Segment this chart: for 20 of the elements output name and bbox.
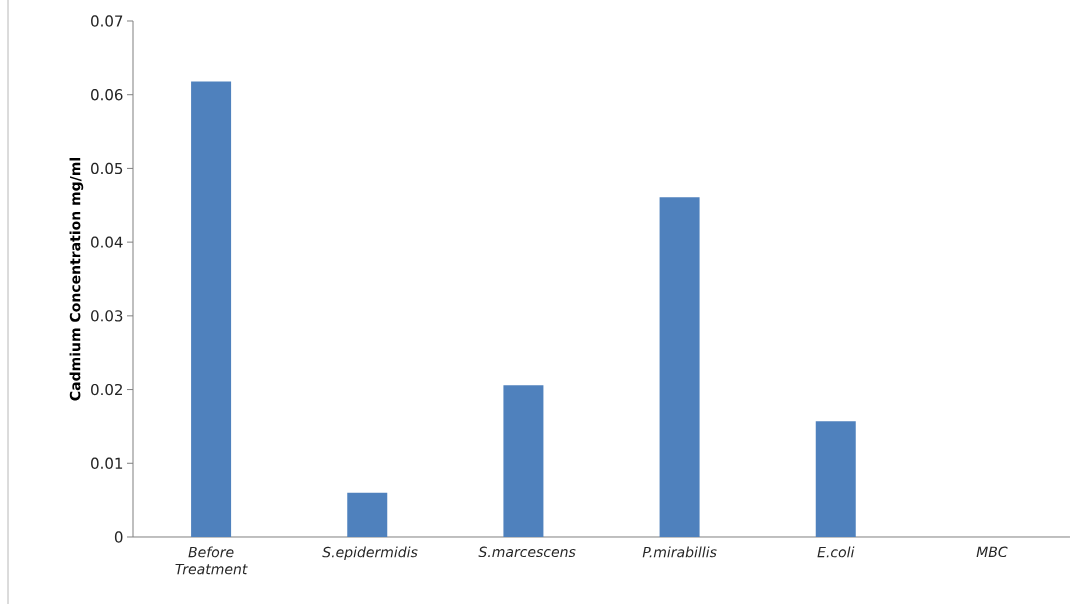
x-tick-label: P.mirabillis	[642, 546, 717, 558]
y-tick-label: 0.06	[91, 89, 123, 101]
bar	[503, 385, 544, 537]
y-tick-label: 0.05	[91, 162, 123, 175]
x-tick-label: MBC	[976, 546, 1008, 558]
bar	[659, 197, 700, 537]
x-tick-label: S.epidermidis	[322, 546, 418, 561]
y-tick-label: 0.02	[91, 383, 122, 396]
y-tick-label: 0.03	[91, 310, 123, 322]
y-axis-title: Cadmium Concentration mg/ml	[69, 158, 84, 401]
y-tick-label: 0.07	[91, 15, 123, 27]
bar	[191, 81, 232, 537]
bar	[815, 421, 856, 537]
bar	[347, 492, 388, 537]
y-tick-label: 0	[114, 531, 123, 543]
y-tick-label: 0.01	[91, 457, 123, 469]
x-tick-label: Before Treatment	[175, 546, 248, 575]
y-tick-label: 0.04	[91, 236, 123, 248]
x-tick-label: S.marcescens	[478, 546, 576, 558]
x-tick-label: E.coli	[817, 546, 855, 558]
